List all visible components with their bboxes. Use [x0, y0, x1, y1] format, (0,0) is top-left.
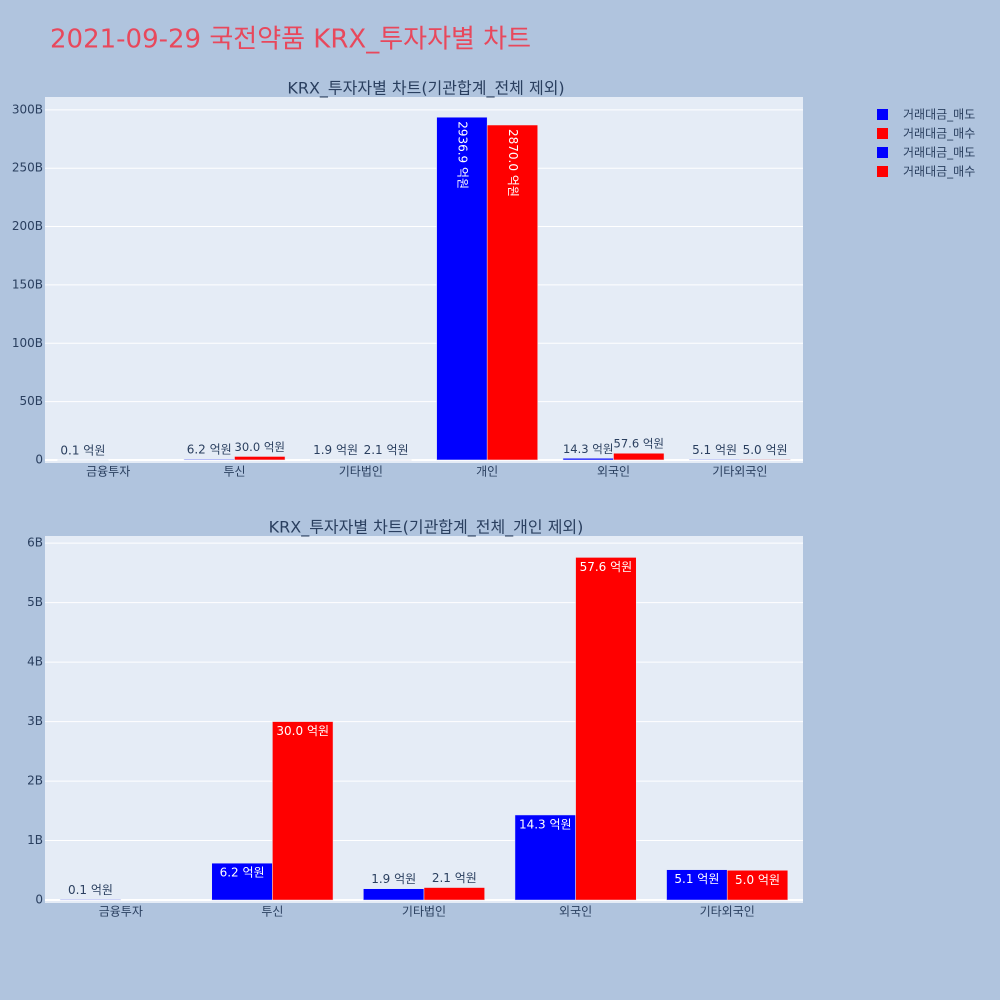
x-tick-label: 투신 [261, 905, 283, 919]
x-tick-label: 기타외국인 [700, 905, 755, 919]
bar [739, 459, 791, 461]
bar [57, 459, 109, 461]
legend-swatch [877, 128, 888, 139]
y-tick-label: 300B [12, 102, 43, 116]
x-tick-label: 금융투자 [86, 465, 130, 479]
value-label: 0.1 억원 [68, 883, 113, 897]
value-label: 14.3 억원 [563, 442, 614, 456]
x-tick-label: 기타외국인 [712, 465, 767, 479]
y-tick-label: 150B [12, 277, 43, 291]
value-label: 30.0 억원 [276, 724, 329, 738]
y-tick-label: 1B [27, 833, 43, 847]
bar [360, 459, 412, 461]
chart-title: KRX_투자자별 차트(기관합계_전체 제외) [287, 79, 564, 99]
x-tick-label: 투신 [223, 465, 245, 479]
value-label: 2870.0 억원 [506, 129, 520, 197]
x-tick-label: 외국인 [559, 905, 592, 919]
bar [613, 452, 665, 461]
y-tick-label: 2B [27, 774, 43, 788]
x-tick-label: 금융투자 [99, 905, 143, 919]
bar [211, 862, 273, 901]
y-tick-label: 200B [12, 219, 43, 233]
bar [59, 899, 122, 901]
legend-swatch [877, 109, 888, 120]
legend-swatch [877, 166, 888, 177]
value-label: 57.6 억원 [580, 560, 633, 574]
value-label: 5.0 억원 [735, 873, 780, 887]
legend-label: 거래대금_매수 [903, 165, 975, 179]
y-tick-label: 100B [12, 336, 43, 350]
value-label: 0.1 억원 [60, 443, 105, 457]
value-label: 6.2 억원 [187, 443, 232, 457]
x-tick-label: 개인 [476, 465, 498, 479]
bar [575, 557, 637, 901]
bar [726, 870, 789, 901]
bar [310, 459, 362, 461]
y-tick-label: 3B [27, 714, 43, 728]
bar [562, 458, 614, 461]
value-label: 14.3 억원 [519, 817, 572, 831]
value-label: 2936.9 억원 [455, 121, 469, 189]
plot-area [45, 536, 803, 903]
bar [363, 888, 425, 901]
value-label: 1.9 억원 [313, 443, 358, 457]
x-tick-label: 기타법인 [339, 465, 383, 479]
bar [514, 814, 576, 901]
legend-label: 거래대금_매도 [903, 108, 975, 122]
x-tick-label: 기타법인 [402, 905, 446, 919]
bar [486, 124, 538, 461]
chart-title: KRX_투자자별 차트(기관합계_전체_개인 제외) [269, 518, 584, 538]
value-label: 5.1 억원 [674, 872, 719, 886]
y-tick-label: 0 [35, 452, 43, 466]
legend-label: 거래대금_매도 [903, 146, 975, 160]
value-label: 57.6 억원 [614, 437, 665, 451]
y-tick-label: 5B [27, 595, 43, 609]
value-label: 2.1 억원 [364, 443, 409, 457]
y-tick-label: 250B [12, 161, 43, 175]
bar [423, 887, 485, 901]
y-tick-label: 6B [27, 536, 43, 550]
y-tick-label: 4B [27, 655, 43, 669]
value-label: 6.2 억원 [220, 866, 265, 880]
value-label: 2.1 억원 [432, 871, 477, 885]
bar [689, 459, 741, 461]
value-label: 1.9 억원 [371, 872, 416, 886]
bar [234, 456, 286, 461]
y-tick-label: 0 [35, 893, 43, 907]
bar [272, 721, 334, 901]
page-title: 2021-09-29 국전약품 KRX_투자자별 차트 [50, 25, 531, 55]
legend-swatch [877, 147, 888, 158]
value-label: 30.0 억원 [235, 440, 286, 454]
plot-area [45, 97, 803, 463]
value-label: 5.0 억원 [743, 443, 788, 457]
bar [436, 116, 488, 461]
value-label: 5.1 억원 [692, 443, 737, 457]
x-tick-label: 외국인 [597, 465, 630, 479]
y-tick-label: 50B [19, 394, 43, 408]
bar [183, 458, 235, 461]
legend-label: 거래대금_매수 [903, 127, 975, 141]
